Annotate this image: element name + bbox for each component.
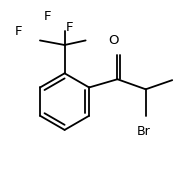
Text: F: F — [14, 25, 22, 38]
Text: Br: Br — [137, 125, 151, 138]
Text: F: F — [66, 21, 73, 34]
Text: F: F — [43, 10, 51, 23]
Text: O: O — [108, 34, 118, 47]
